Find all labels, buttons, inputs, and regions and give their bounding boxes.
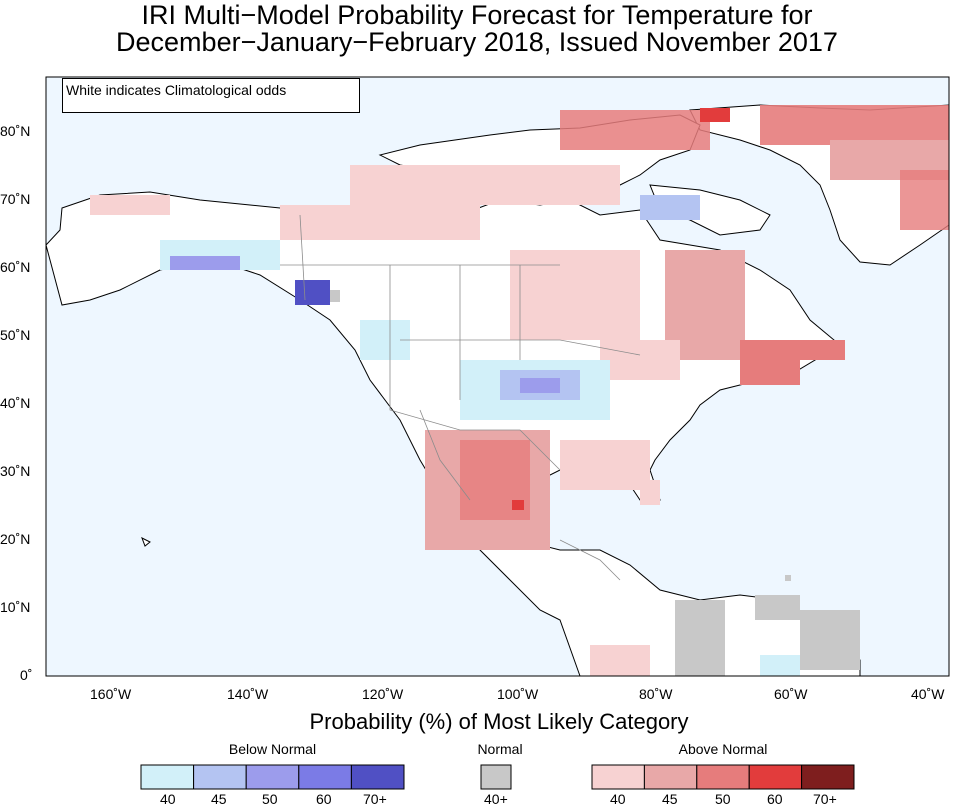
- lon-label: 160˚W: [90, 686, 132, 702]
- hawaii-island: [141, 536, 151, 547]
- lat-label: 70˚N: [0, 191, 31, 207]
- legend-tick: 60: [767, 791, 783, 807]
- political-borders: [280, 214, 641, 581]
- legend-tick: 50: [715, 791, 731, 807]
- map-title-line-1: IRI Multi−Model Probability Forecast for…: [141, 0, 813, 30]
- lat-label: 50˚N: [0, 327, 31, 343]
- lat-label: 0˚: [20, 667, 33, 683]
- lon-label: 140˚W: [227, 686, 269, 702]
- legend-title: Probability (%) of Most Likely Category: [309, 709, 689, 734]
- legend-tick: 40: [610, 791, 626, 807]
- lat-label: 40˚N: [0, 395, 31, 411]
- legend-normal-label: Normal: [477, 741, 523, 757]
- map-title-line-2: December−January−February 2018, Issued N…: [116, 27, 838, 57]
- lat-label: 30˚N: [0, 463, 31, 479]
- below-normal-areas: [160, 195, 800, 676]
- legend-tick: 45: [662, 791, 678, 807]
- legend-below-label: Below Normal: [228, 741, 317, 757]
- lat-label: 10˚N: [0, 599, 31, 615]
- legend-tick: 60: [316, 791, 332, 807]
- lon-label: 40˚W: [911, 686, 945, 702]
- legend-tick: 70+: [813, 791, 837, 807]
- legend-above-label: Above Normal: [678, 741, 768, 757]
- legend-tick: 40+: [484, 791, 508, 807]
- legend-tick: 40: [160, 791, 176, 807]
- normal-areas: [330, 290, 860, 676]
- legend-tick: 70+: [363, 791, 387, 807]
- legend-tick: 50: [262, 791, 278, 807]
- legend-tick: 45: [211, 791, 227, 807]
- lat-label: 80˚N: [0, 123, 31, 139]
- lon-label: 80˚W: [639, 686, 673, 702]
- lat-label: 20˚N: [0, 531, 31, 547]
- climatological-odds-note: White indicates Climatological odds: [62, 78, 360, 113]
- lon-label: 120˚W: [362, 686, 404, 702]
- lat-label: 60˚N: [0, 259, 31, 275]
- lon-label: 60˚W: [774, 686, 808, 702]
- lon-label: 100˚W: [497, 686, 539, 702]
